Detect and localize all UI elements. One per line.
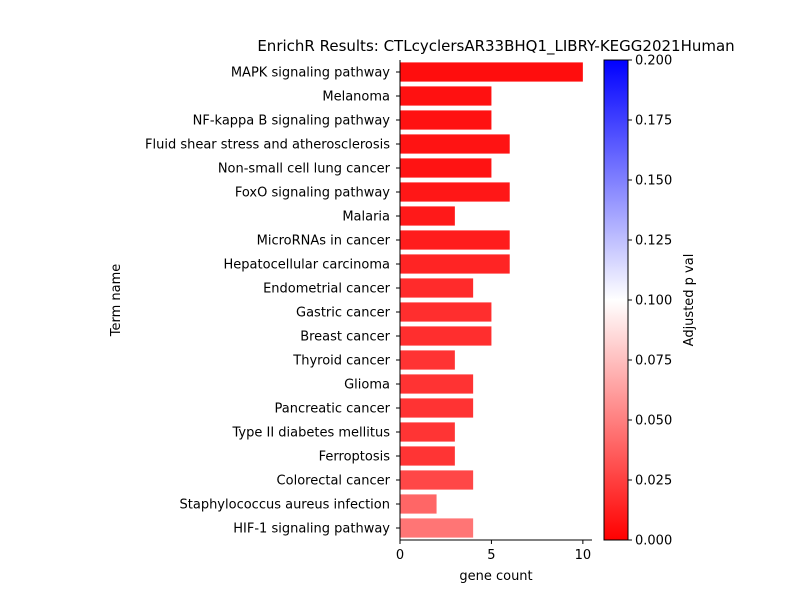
bar-16 [400,422,455,442]
y-tick-label: Thyroid cancer [292,354,390,369]
y-tick-label: Type II diabetes mellitus [232,426,391,441]
y-tick-label: Endometrial cancer [263,282,391,297]
y-tick-label: MicroRNAs in cancer [257,234,391,249]
bar-15 [400,398,474,418]
colorbar-tick-label: 0.175 [635,114,672,129]
colorbar-tick-label: 0.050 [635,414,672,429]
y-tick-label: Hepatocellular carcinoma [224,258,390,273]
bar-13 [400,350,455,370]
colorbar-tick-label: 0.150 [635,174,672,189]
colorbar-tick-label: 0.125 [635,234,672,249]
y-tick-label: Ferroptosis [319,450,391,465]
y-tick-label: Melanoma [322,90,390,105]
bar-1 [400,62,583,82]
y-tick-label: Glioma [344,378,390,393]
bar-20 [400,518,474,538]
y-tick-label: Non-small cell lung cancer [218,162,391,177]
bar-2 [400,86,492,106]
y-tick-label: Colorectal cancer [277,474,391,489]
x-axis-label: gene count [459,569,532,584]
y-tick-label: Pancreatic cancer [275,402,391,417]
bar-19 [400,494,437,514]
bars-layer [400,62,583,538]
y-tick-label: Malaria [342,210,390,225]
bar-7 [400,206,455,226]
colorbar-tick-label: 0.025 [635,474,672,489]
bar-14 [400,374,474,394]
y-tick-label: Gastric cancer [296,306,391,321]
y-tick-label: FoxO signaling pathway [235,186,390,201]
bar-18 [400,470,474,490]
bar-11 [400,302,492,322]
bar-5 [400,158,492,178]
y-tick-label: Fluid shear stress and atherosclerosis [145,138,390,153]
bar-10 [400,278,474,298]
y-tick-label: NF-kappa B signaling pathway [193,114,391,129]
bar-12 [400,326,492,346]
bar-6 [400,182,510,202]
bar-4 [400,134,510,154]
y-tick-label: HIF-1 signaling pathway [233,522,390,537]
bar-3 [400,110,492,130]
bar-17 [400,446,455,466]
bar-8 [400,230,510,250]
chart-title: EnrichR Results: CTLcyclersAR33BHQ1_LIBR… [257,37,734,56]
colorbar-tick-label: 0.100 [635,294,672,309]
colorbar: 0.000 0.025 0.050 0.075 0.100 0.125 0.150 0.175… [603,54,672,549]
x-tick-label: 5 [487,548,495,563]
y-tick-label: Staphylococcus aureus infection [180,498,391,513]
y-axis-label: Term name [109,264,124,338]
colorbar-gradient [603,59,629,541]
bar-9 [400,254,510,274]
x-tick-label: 0 [396,548,404,563]
y-tick-label: MAPK signaling pathway [231,66,390,81]
colorbar-tick-label: 0.200 [635,54,672,69]
colorbar-tick-label: 0.075 [635,354,672,369]
axes-layer: MAPK signaling pathway Melanoma NF-kappa B… [145,60,592,563]
colorbar-label: Adjusted p val [682,254,697,347]
colorbar-tick-label: 0.000 [635,534,672,549]
y-tick-label: Breast cancer [300,330,390,345]
x-tick-label: 10 [575,548,592,563]
